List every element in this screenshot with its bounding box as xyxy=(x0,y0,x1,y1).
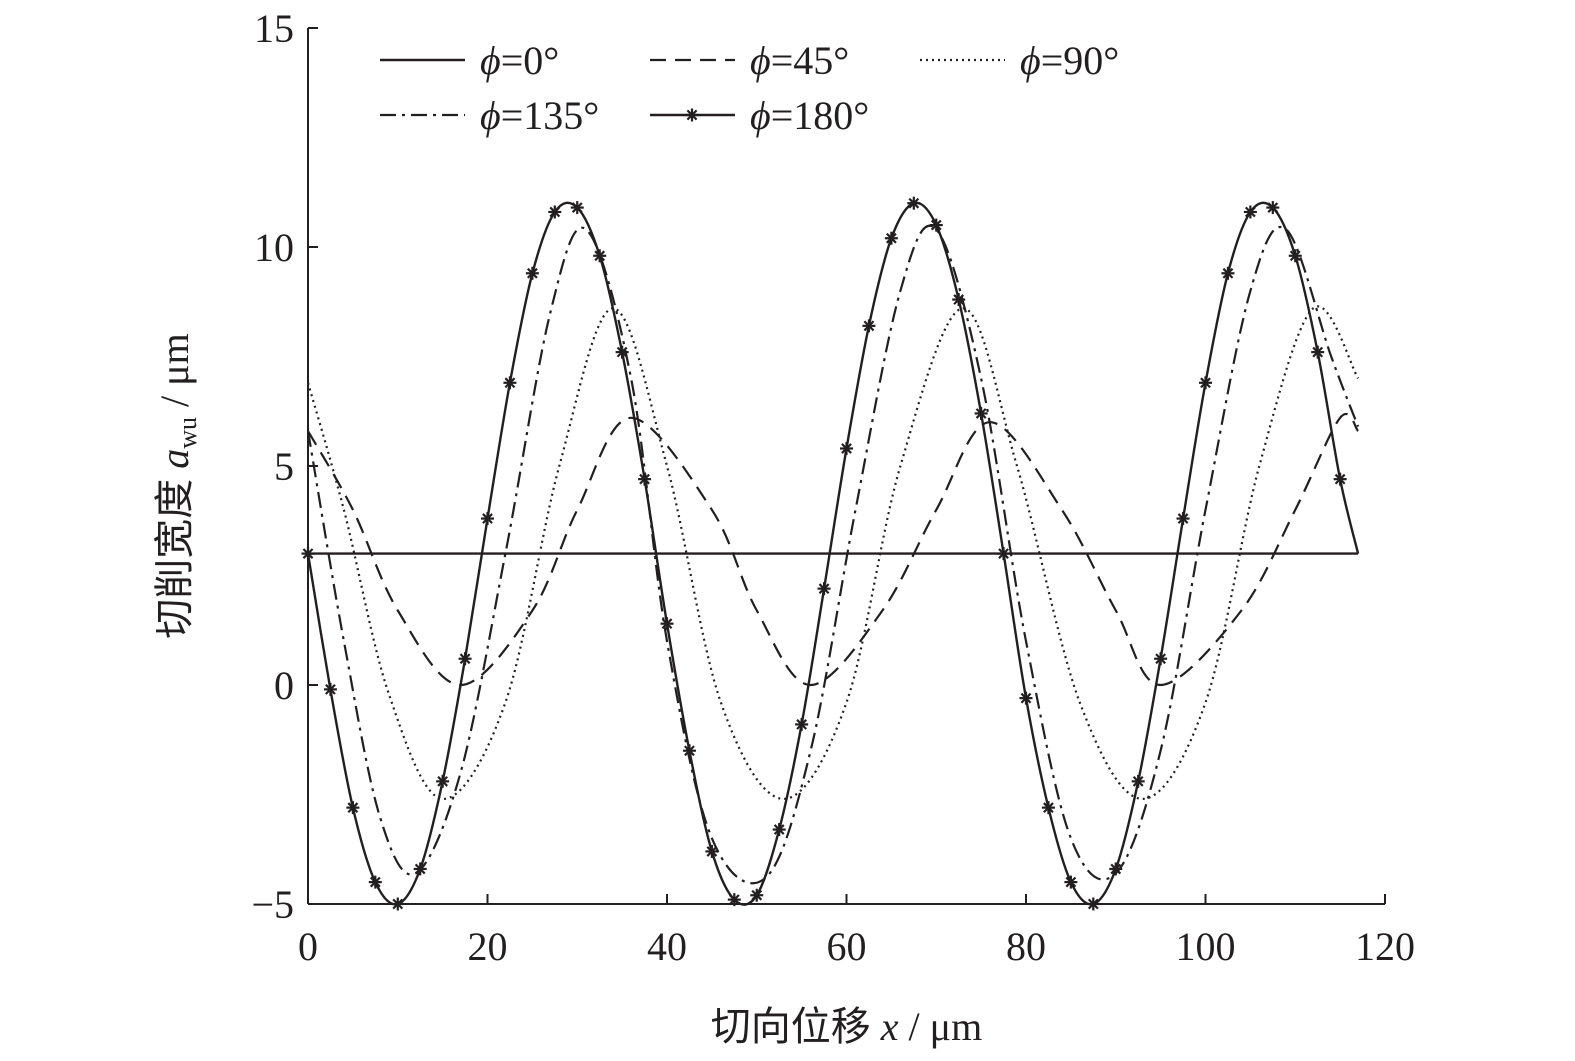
data-point-marker xyxy=(1019,691,1033,705)
legend-label: ϕ=135° xyxy=(480,93,599,138)
legend-label: ϕ=180° xyxy=(750,93,869,138)
series-2 xyxy=(306,305,1360,801)
data-point-marker xyxy=(1064,875,1078,889)
data-point-marker xyxy=(1243,205,1257,219)
data-point-marker xyxy=(1109,862,1123,876)
series-line xyxy=(306,305,1360,801)
y-tick-label: −5 xyxy=(251,882,294,927)
data-point-marker xyxy=(929,218,943,232)
data-point-marker xyxy=(907,196,921,210)
y-axis-title-prefix: 切削宽度 xyxy=(152,469,197,639)
data-point-marker xyxy=(1041,801,1055,815)
x-tick-label: 40 xyxy=(647,924,687,969)
y-tick-label: 10 xyxy=(254,225,294,270)
data-point-marker xyxy=(413,862,427,876)
data-point-marker xyxy=(436,774,450,788)
legend-star-marker xyxy=(685,108,699,122)
data-point-marker xyxy=(974,406,988,420)
series-line xyxy=(307,412,1359,687)
data-point-marker xyxy=(593,249,607,263)
data-point-marker xyxy=(817,582,831,596)
data-point-marker xyxy=(525,266,539,280)
y-tick-label: 0 xyxy=(274,663,294,708)
data-point-marker xyxy=(660,617,674,631)
data-point-marker xyxy=(1288,249,1302,263)
series-1 xyxy=(307,412,1359,687)
x-tick-label: 0 xyxy=(298,924,318,969)
y-axis-title-variable: a xyxy=(152,449,197,469)
legend-label: ϕ=0° xyxy=(480,38,559,83)
data-point-marker xyxy=(772,823,786,837)
data-point-marker xyxy=(346,801,360,815)
legend-item: ϕ=135° xyxy=(380,93,599,138)
data-point-marker xyxy=(1333,472,1347,486)
x-tick-label: 120 xyxy=(1355,924,1415,969)
data-point-marker xyxy=(570,201,584,215)
y-axis-title-subscript: wu xyxy=(173,417,202,449)
data-point-marker xyxy=(997,547,1011,561)
data-point-marker xyxy=(615,345,629,359)
data-point-marker xyxy=(1176,512,1190,526)
series-line xyxy=(306,224,1360,885)
data-point-marker xyxy=(1131,774,1145,788)
data-point-marker xyxy=(840,441,853,455)
data-point-marker xyxy=(1154,652,1168,666)
data-point-marker xyxy=(1311,345,1325,359)
legend-item: ϕ=45° xyxy=(650,38,849,83)
x-tick-label: 20 xyxy=(468,924,508,969)
data-point-marker xyxy=(481,512,494,526)
data-point-marker xyxy=(503,376,517,390)
data-point-marker xyxy=(952,293,966,307)
y-tick-label: 15 xyxy=(254,6,294,51)
data-point-marker xyxy=(750,888,764,902)
x-tick-label: 60 xyxy=(827,924,867,969)
y-axis-title-unit: / μm xyxy=(152,333,197,417)
data-point-marker xyxy=(795,717,809,731)
data-point-marker xyxy=(368,875,382,889)
series-layer xyxy=(301,196,1360,911)
legend-label: ϕ=90° xyxy=(1020,38,1119,83)
data-point-marker xyxy=(1199,376,1212,390)
data-point-marker xyxy=(862,319,876,333)
axes-layer xyxy=(307,28,1385,905)
x-tick-label: 100 xyxy=(1176,924,1236,969)
data-point-marker xyxy=(548,205,562,219)
x-axis-title-unit: / μm xyxy=(899,1004,983,1049)
data-point-marker xyxy=(638,472,652,486)
data-point-marker xyxy=(682,744,696,758)
x-axis-title-prefix: 切向位移 xyxy=(711,1004,881,1049)
data-point-marker xyxy=(1221,266,1235,280)
legend-item: ϕ=180° xyxy=(650,93,869,138)
x-axis-title: 切向位移 x / μm xyxy=(711,1004,982,1049)
x-tick-label: 80 xyxy=(1006,924,1046,969)
x-axis-title-variable: x xyxy=(880,1004,899,1049)
y-axis-title: 切削宽度 awu / μm xyxy=(152,333,202,638)
data-point-marker xyxy=(884,231,898,245)
legend: ϕ=0° ϕ=45° ϕ=90° ϕ=135° ϕ=180° xyxy=(380,38,1119,138)
data-point-marker xyxy=(323,682,337,696)
legend-item: ϕ=0° xyxy=(380,38,559,83)
legend-label: ϕ=45° xyxy=(750,38,849,83)
data-point-marker xyxy=(1266,201,1280,215)
data-point-marker xyxy=(458,652,472,666)
data-point-marker xyxy=(705,844,719,858)
legend-item: ϕ=90° xyxy=(920,38,1119,83)
y-tick-label: 5 xyxy=(274,444,294,489)
series-3 xyxy=(306,224,1360,885)
